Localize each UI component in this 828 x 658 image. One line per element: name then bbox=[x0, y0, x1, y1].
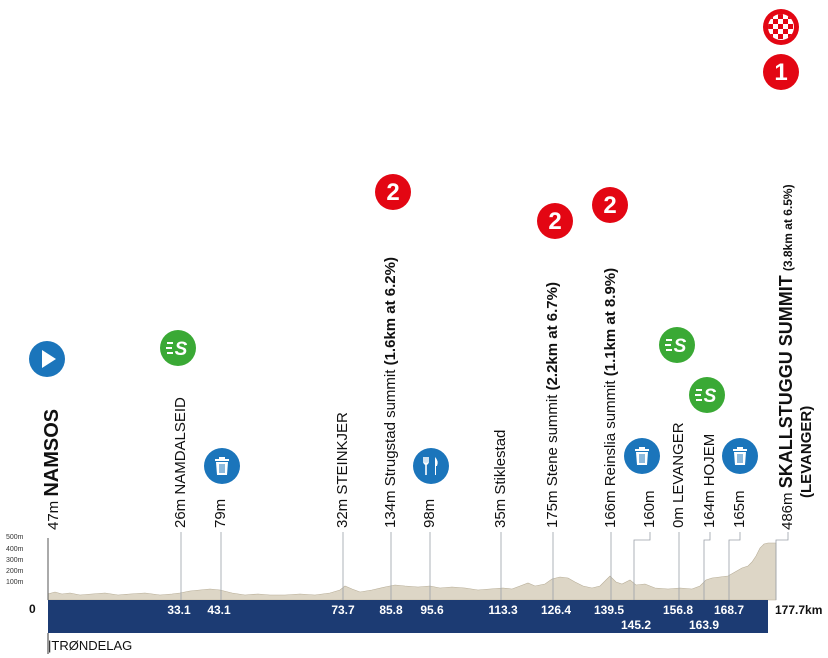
waypoint-label-strugstad: 134m Strugstad summit (1.6km at 6.2%) bbox=[382, 257, 399, 528]
waypoint-name: Reinslia summit bbox=[602, 380, 619, 487]
elevation-tick: 200m bbox=[6, 568, 24, 575]
leader-lines bbox=[180, 532, 789, 600]
km-marker: 145.2 bbox=[620, 618, 652, 632]
waypoint-name: LEVANGER bbox=[670, 422, 687, 503]
climb-category: 2 bbox=[603, 192, 616, 219]
feed-zone-icon bbox=[412, 447, 450, 485]
climb-category: 1 bbox=[774, 59, 787, 86]
waypoint-label-160m: 160m bbox=[641, 490, 658, 528]
climb-category: 2 bbox=[386, 179, 399, 206]
bin-icon bbox=[623, 437, 661, 475]
waypoint-label-165m: 165m bbox=[731, 490, 748, 528]
km-marker: 139.5 bbox=[593, 603, 625, 617]
bin-icon bbox=[203, 447, 241, 485]
waypoint-altitude: 175m bbox=[544, 490, 561, 528]
km-marker: 95.6 bbox=[420, 603, 444, 617]
waypoint-name: NAMDALSEID bbox=[172, 397, 189, 495]
climb-details: (3.8km at 6.5%) bbox=[781, 184, 795, 272]
km-marker: 33.1 bbox=[167, 603, 191, 617]
waypoint-name: Strugstad summit bbox=[382, 369, 399, 487]
total-distance-label: 177.7km bbox=[775, 603, 823, 617]
elevation-tick: 400m bbox=[6, 546, 24, 553]
waypoint-label-reinslia: 166m Reinslia summit (1.1km at 8.9%) bbox=[602, 267, 619, 528]
waypoint-name: NAMSOS bbox=[41, 408, 63, 497]
climb-cat-2-icon: 2 bbox=[536, 202, 574, 240]
waypoint-label-98m: 98m bbox=[421, 498, 438, 528]
finish-town: (LEVANGER) bbox=[798, 405, 815, 498]
climb-cat-2-icon: 2 bbox=[591, 186, 629, 224]
finish-subtitle: (LEVANGER) bbox=[798, 405, 815, 498]
sprint-icon: S bbox=[688, 376, 726, 414]
climb-details: (2.2km at 6.7%) bbox=[544, 282, 561, 391]
waypoint-label-skallstuggu: 486m SKALLSTUGGU SUMMIT (3.8km at 6.5%) bbox=[776, 184, 796, 530]
waypoint-altitude: 486m bbox=[779, 492, 796, 530]
climb-details: (1.1km at 8.9%) bbox=[602, 267, 619, 377]
km-marker: 73.7 bbox=[331, 603, 355, 617]
km-marker: 85.8 bbox=[379, 603, 403, 617]
waypoint-altitude: 160m bbox=[641, 490, 658, 528]
elevation-tick: 100m bbox=[6, 579, 24, 586]
km-marker: 156.8 bbox=[662, 603, 694, 617]
waypoint-name: Stiklestad bbox=[492, 429, 509, 495]
climb-cat-1-icon: 1 bbox=[762, 53, 800, 91]
km-marker: 163.9 bbox=[688, 618, 720, 632]
waypoint-label-79m: 79m bbox=[212, 498, 229, 528]
waypoint-altitude: 32m bbox=[334, 498, 351, 528]
waypoint-name: SKALLSTUGGU SUMMIT bbox=[776, 275, 796, 489]
waypoint-altitude: 26m bbox=[172, 498, 189, 528]
waypoint-altitude: 166m bbox=[602, 490, 619, 528]
waypoint-altitude: 134m bbox=[382, 490, 399, 528]
waypoint-name: STEINKJER bbox=[334, 412, 351, 495]
climb-cat-2-icon: 2 bbox=[374, 173, 412, 211]
svg-text:S: S bbox=[704, 386, 717, 407]
waypoint-label-namsos: 47m NAMSOS bbox=[41, 408, 63, 530]
distance-band bbox=[48, 600, 768, 633]
waypoint-altitude: 165m bbox=[731, 490, 748, 528]
waypoint-label-namdalseid: 26m NAMDALSEID bbox=[172, 397, 189, 528]
waypoint-name: HOJEM bbox=[701, 433, 718, 487]
waypoint-label-hojem: 164m HOJEM bbox=[701, 433, 718, 528]
distance-zero-label: 0 bbox=[29, 602, 36, 616]
waypoint-label-stiklestad: 35m Stiklestad bbox=[492, 429, 509, 528]
sprint-icon: S bbox=[658, 326, 696, 364]
sprint-icon: S bbox=[159, 329, 197, 367]
waypoint-altitude: 98m bbox=[421, 498, 438, 528]
svg-text:S: S bbox=[674, 336, 687, 357]
svg-text:S: S bbox=[175, 339, 188, 360]
terrain-area bbox=[47, 542, 777, 601]
region-label: |TRØNDELAG bbox=[48, 638, 133, 653]
waypoint-label-steinkjer: 32m STEINKJER bbox=[334, 412, 351, 528]
bin-icon bbox=[721, 437, 759, 475]
waypoint-altitude: 47m bbox=[45, 500, 62, 530]
elevation-tick: 300m bbox=[6, 557, 24, 564]
km-marker: 126.4 bbox=[540, 603, 572, 617]
finish-flag-icon bbox=[762, 8, 800, 46]
climb-details: (1.6km at 6.2%) bbox=[382, 257, 399, 366]
waypoint-altitude: 164m bbox=[701, 490, 718, 528]
waypoint-name: Stene summit bbox=[544, 394, 561, 487]
km-marker: 113.3 bbox=[488, 603, 518, 617]
waypoint-altitude: 0m bbox=[670, 507, 687, 528]
waypoint-altitude: 79m bbox=[212, 498, 229, 528]
km-marker: 43.1 bbox=[207, 603, 231, 617]
elevation-tick: 500m bbox=[6, 534, 24, 541]
start-icon bbox=[28, 340, 66, 378]
waypoint-label-stene: 175m Stene summit (2.2km at 6.7%) bbox=[544, 282, 561, 528]
waypoint-label-levanger: 0m LEVANGER bbox=[670, 422, 687, 528]
km-marker: 168.7 bbox=[713, 603, 745, 617]
waypoint-altitude: 35m bbox=[492, 498, 509, 528]
climb-category: 2 bbox=[548, 208, 561, 235]
